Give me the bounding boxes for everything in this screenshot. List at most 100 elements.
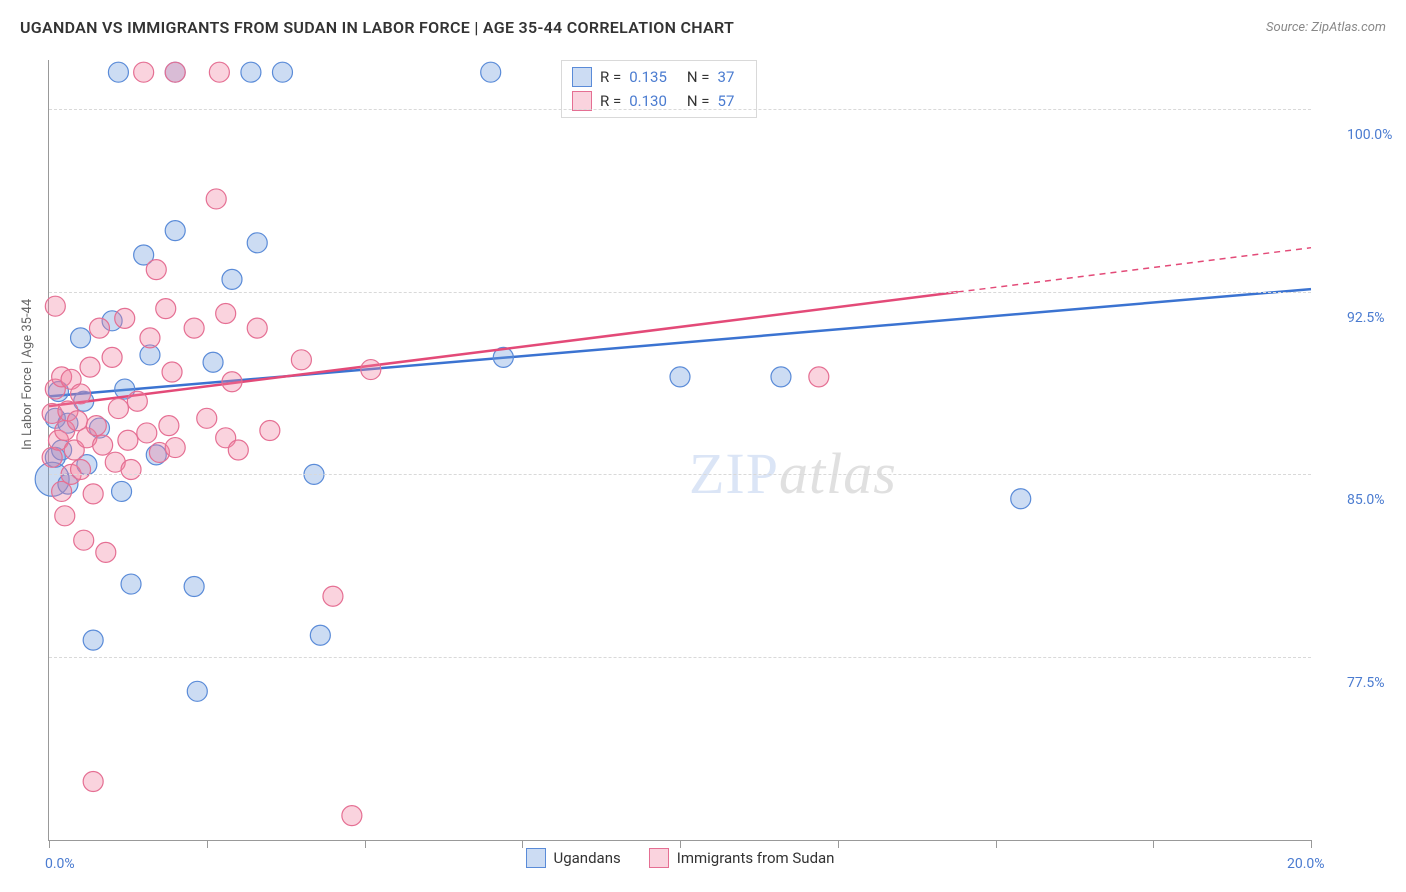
data-point — [247, 318, 267, 338]
data-point — [108, 399, 128, 419]
data-point — [241, 62, 261, 82]
x-tick — [996, 840, 997, 848]
data-point — [159, 416, 179, 436]
series-swatch — [572, 67, 592, 87]
data-point — [71, 460, 91, 480]
n-label: N = — [687, 68, 710, 86]
stats-row: R = 0.135 N = 37 — [572, 65, 746, 89]
x-tick — [680, 840, 681, 848]
data-point — [361, 360, 381, 380]
data-point — [102, 347, 122, 367]
x-tick — [522, 840, 523, 848]
chart-plot-area: ZIPatlas R =0.135N =37R =0.130N =57 Ugan… — [48, 60, 1311, 841]
data-point — [342, 806, 362, 826]
x-tick — [838, 840, 839, 848]
y-axis-label: In Labor Force | Age 35-44 — [20, 299, 35, 450]
y-tick-label: 92.5% — [1347, 310, 1385, 326]
x-tick — [49, 840, 50, 848]
n-value: 57 — [718, 92, 735, 110]
chart-title: UGANDAN VS IMMIGRANTS FROM SUDAN IN LABO… — [20, 18, 734, 37]
legend-item: Ugandans — [526, 848, 621, 868]
data-point — [80, 357, 100, 377]
x-tick — [207, 840, 208, 848]
data-point — [55, 506, 75, 526]
legend-swatch — [526, 848, 546, 868]
data-point — [291, 350, 311, 370]
series-legend: Ugandans Immigrants from Sudan — [49, 848, 1311, 868]
data-point — [771, 367, 791, 387]
data-point — [209, 62, 229, 82]
data-point — [121, 460, 141, 480]
data-point — [222, 372, 242, 392]
data-point — [71, 328, 91, 348]
data-point — [127, 391, 147, 411]
data-point — [137, 423, 157, 443]
chart-svg — [49, 60, 1311, 840]
data-point — [83, 630, 103, 650]
data-point — [228, 440, 248, 460]
data-point — [162, 362, 182, 382]
data-point — [93, 435, 113, 455]
data-point — [108, 62, 128, 82]
data-point — [481, 62, 501, 82]
data-point — [115, 308, 135, 328]
data-point — [1011, 489, 1031, 509]
data-point — [74, 530, 94, 550]
x-tick-label: 0.0% — [45, 856, 75, 872]
data-point — [310, 625, 330, 645]
data-point — [203, 352, 223, 372]
x-tick — [365, 840, 366, 848]
chart-header: UGANDAN VS IMMIGRANTS FROM SUDAN IN LABO… — [20, 18, 1386, 37]
r-value: 0.130 — [629, 92, 667, 110]
data-point — [118, 430, 138, 450]
data-point — [260, 421, 280, 441]
trend-line-dashed — [958, 248, 1311, 292]
gridline — [49, 109, 1311, 110]
data-point — [323, 586, 343, 606]
data-point — [165, 221, 185, 241]
data-point — [112, 481, 132, 501]
data-point — [121, 574, 141, 594]
data-point — [71, 384, 91, 404]
data-point — [156, 299, 176, 319]
legend-swatch — [649, 848, 669, 868]
data-point — [96, 542, 116, 562]
data-point — [86, 416, 106, 436]
data-point — [184, 577, 204, 597]
legend-item: Immigrants from Sudan — [649, 848, 835, 868]
data-point — [206, 189, 226, 209]
data-point — [89, 318, 109, 338]
r-value: 0.135 — [629, 68, 667, 86]
gridline — [49, 292, 1311, 293]
x-tick-label: 20.0% — [1287, 856, 1325, 872]
n-value: 37 — [718, 68, 735, 86]
data-point — [45, 296, 65, 316]
y-tick-label: 100.0% — [1347, 127, 1392, 143]
data-point — [809, 367, 829, 387]
y-tick-label: 85.0% — [1347, 492, 1385, 508]
r-label: R = — [600, 68, 621, 86]
legend-label: Immigrants from Sudan — [677, 849, 835, 867]
data-point — [247, 233, 267, 253]
data-point — [83, 772, 103, 792]
data-point — [187, 681, 207, 701]
gridline — [49, 657, 1311, 658]
data-point — [165, 438, 185, 458]
data-point — [146, 260, 166, 280]
gridline — [49, 474, 1311, 475]
data-point — [140, 328, 160, 348]
data-point — [272, 62, 292, 82]
chart-source: Source: ZipAtlas.com — [1266, 20, 1386, 35]
n-label: N = — [687, 92, 710, 110]
data-point — [670, 367, 690, 387]
data-point — [184, 318, 204, 338]
x-tick — [1311, 840, 1312, 848]
data-point — [216, 304, 236, 324]
data-point — [83, 484, 103, 504]
data-point — [165, 62, 185, 82]
data-point — [222, 269, 242, 289]
data-point — [134, 62, 154, 82]
x-tick — [1153, 840, 1154, 848]
legend-label: Ugandans — [554, 849, 621, 867]
trend-line — [49, 292, 958, 406]
